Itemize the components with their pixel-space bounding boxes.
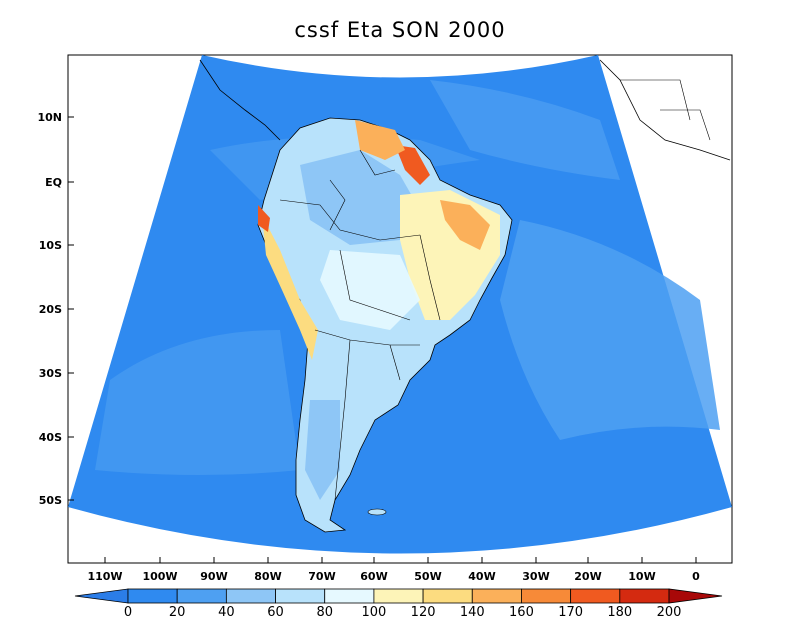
guiana-red-region (395, 145, 430, 185)
colorbar-segment (373, 588, 424, 604)
colorbar-segment (176, 588, 227, 604)
colorbar-label: 0 (124, 605, 132, 618)
africa-coastline (599, 59, 731, 161)
andes-yellow-strip (262, 215, 318, 360)
lat-label: 30S (39, 367, 62, 380)
colorbar-label: 60 (267, 605, 284, 618)
lon-label: 70W (308, 570, 335, 583)
ocean-light-band-east (500, 220, 720, 440)
latitude-axis: 10N EQ 10S 20S 30S 40S 50S (37, 111, 74, 507)
guiana-orange-region (355, 120, 405, 160)
colorbar-label: 20 (169, 605, 186, 618)
falkland-islands (367, 508, 387, 516)
central-america-coastline (199, 59, 281, 141)
ocean-light-band-atlantic (430, 80, 620, 180)
colorbar-over-arrow (668, 588, 723, 604)
lon-label: 40W (468, 570, 495, 583)
colorbar-label: 140 (460, 605, 485, 618)
lon-label: 110W (87, 570, 122, 583)
lon-label: 0 (692, 570, 700, 583)
map-title: cssf Eta SON 2000 (294, 18, 506, 42)
colorbar-label: 160 (509, 605, 534, 618)
colorbar-segment (127, 588, 178, 604)
lon-label: 50W (414, 570, 441, 583)
lat-label: 10N (37, 111, 62, 124)
colorbar-label: 120 (411, 605, 436, 618)
lon-label: 20W (574, 570, 601, 583)
colorbar-segment (570, 588, 621, 604)
colorbar-segment (225, 588, 276, 604)
colorbar-label: 180 (607, 605, 632, 618)
colorbar-label: 40 (218, 605, 235, 618)
colorbar-segment (521, 588, 572, 604)
lat-label: 40S (39, 431, 62, 444)
lat-label: EQ (45, 176, 62, 189)
colorbar-under-arrow (74, 588, 129, 604)
lon-label: 10W (628, 570, 655, 583)
colorbar-segment (471, 588, 522, 604)
colorbar-segment (422, 588, 473, 604)
patagonia-light-region (305, 400, 340, 500)
colorbar-segment (619, 588, 670, 604)
colorbar-segment (275, 588, 326, 604)
lon-label: 100W (142, 570, 177, 583)
colorbar: 0 20 40 60 80 100 120 140 160 170 180 200 (74, 588, 723, 618)
lon-label: 30W (522, 570, 549, 583)
amazon-light-region (300, 150, 420, 245)
colorbar-label: 100 (361, 605, 386, 618)
africa-interior-borders (620, 79, 711, 141)
colorbar-label: 200 (657, 605, 682, 618)
lat-label: 20S (39, 303, 62, 316)
central-light-region (320, 250, 420, 330)
country-borders (279, 149, 441, 501)
colorbar-label: 80 (316, 605, 333, 618)
ocean-light-band-west (95, 330, 300, 475)
peru-coast-red (258, 205, 270, 232)
lon-label: 60W (360, 570, 387, 583)
colorbar-label: 170 (558, 605, 583, 618)
lat-label: 10S (39, 239, 62, 252)
brazil-orange-region (440, 200, 490, 250)
lon-label: 90W (200, 570, 227, 583)
lat-label: 50S (39, 494, 62, 507)
lon-label: 80W (254, 570, 281, 583)
longitude-axis: 110W 100W 90W 80W 70W 60W 50W 40W 30W 20W 10W 0 (87, 557, 700, 583)
colorbar-segment (324, 588, 375, 604)
